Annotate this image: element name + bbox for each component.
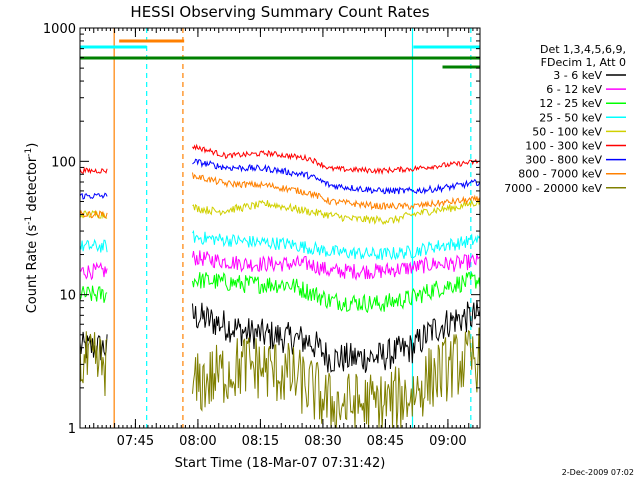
x-tick-label: 08:00 bbox=[179, 434, 216, 449]
x-tick-label: 08:30 bbox=[304, 434, 341, 449]
y-label-end: ) bbox=[25, 143, 40, 148]
legend-label: 25 - 50 keV bbox=[539, 111, 602, 124]
plot-frame bbox=[79, 27, 481, 429]
chart-title: HESSI Observing Summary Count Rates bbox=[130, 3, 429, 21]
x-axis-label: Start Time (18-Mar-07 07:31:42) bbox=[175, 456, 386, 471]
series-trace-2 bbox=[79, 271, 481, 314]
y-tick-label: 10 bbox=[59, 289, 76, 304]
legend-label: 50 - 100 keV bbox=[532, 125, 602, 138]
legend-label: 800 - 7000 keV bbox=[518, 168, 602, 181]
plot-area bbox=[79, 28, 481, 429]
y-label-mid: detector bbox=[25, 156, 40, 216]
x-tick-label: 09:00 bbox=[429, 434, 466, 449]
y-tick-label: 1000 bbox=[43, 22, 76, 37]
x-axis: 07:45 08:00 08:15 08:30 08:45 09:00 bbox=[84, 28, 478, 449]
footer-date: 2-Dec-2009 07:02 bbox=[562, 468, 634, 477]
y-label-sup2: -1 bbox=[24, 148, 34, 157]
y-tick-label: 100 bbox=[51, 155, 76, 170]
legend-label: 3 - 6 keV bbox=[553, 69, 602, 82]
y-axis-label: Count Rate (s-1 detector-1) bbox=[24, 143, 40, 314]
y-label-sup1: -1 bbox=[24, 216, 34, 225]
y-tick-label: 1 bbox=[68, 422, 76, 437]
y-axis: 1 10 100 1000 bbox=[43, 22, 480, 437]
x-tick-label: 08:15 bbox=[242, 434, 279, 449]
series-trace-6 bbox=[79, 158, 481, 200]
series-trace-3 bbox=[79, 229, 481, 261]
y-label-main: Count Rate (s bbox=[25, 225, 40, 314]
legend-label: 7000 - 20000 keV bbox=[504, 182, 602, 195]
legend-header-line: Det 1,3,4,5,6,9, bbox=[540, 43, 626, 56]
legend-label: 12 - 25 keV bbox=[539, 97, 602, 110]
x-tick-label: 07:45 bbox=[117, 434, 154, 449]
legend: Det 1,3,4,5,6,9,FDecim 1, Att 03 - 6 keV… bbox=[504, 43, 626, 195]
x-tick-label: 08:45 bbox=[367, 434, 404, 449]
legend-label: 100 - 300 keV bbox=[525, 140, 602, 153]
series-trace-1 bbox=[79, 250, 481, 281]
legend-label: 6 - 12 keV bbox=[546, 83, 602, 96]
legend-label: 300 - 800 keV bbox=[525, 154, 602, 167]
series-trace-7 bbox=[79, 172, 481, 219]
series-trace-5 bbox=[79, 143, 481, 175]
series-trace-0 bbox=[79, 300, 481, 373]
series-trace-4 bbox=[79, 198, 481, 226]
legend-header-line: FDecim 1, Att 0 bbox=[541, 56, 626, 69]
